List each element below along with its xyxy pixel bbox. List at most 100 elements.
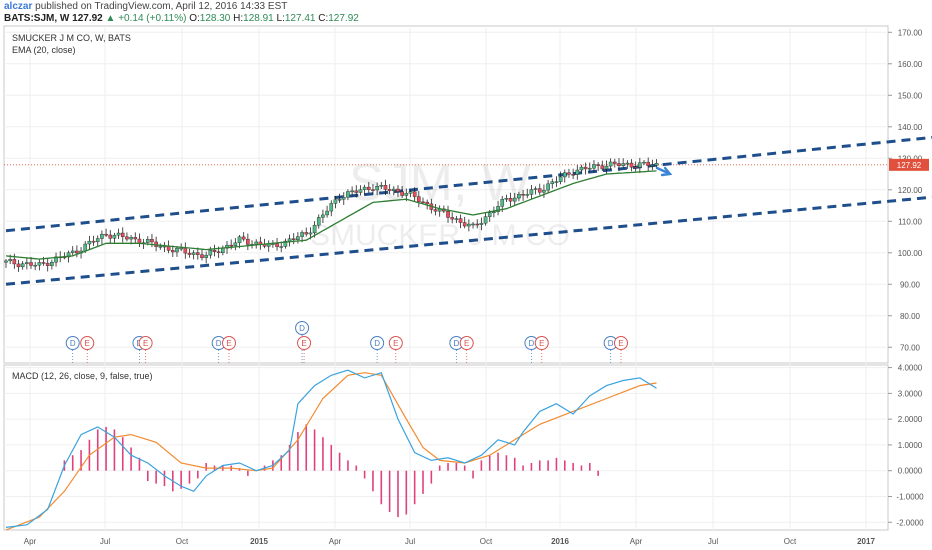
x-tick-label: Apr: [329, 537, 342, 546]
candle-body: [20, 263, 25, 268]
candle-body: [629, 162, 634, 168]
macd-tick-label: 0.0000: [898, 467, 923, 476]
candle-body: [221, 248, 225, 254]
price-tick-label: 80.00: [900, 312, 921, 321]
x-tick-label: 2016: [551, 537, 569, 546]
macd-tick-label: 1.0000: [898, 441, 923, 450]
price-change: +0.14 (+0.11%): [118, 13, 187, 24]
candle-body: [133, 237, 138, 240]
low-label: L:: [276, 13, 285, 24]
price-tick-label: 90.00: [900, 280, 921, 289]
x-tick-label: 2015: [250, 537, 268, 546]
candle-body: [521, 194, 525, 196]
candle-body: [329, 203, 334, 212]
candle-body: [41, 262, 46, 264]
candle-body: [279, 246, 284, 248]
candle-body: [200, 254, 204, 258]
candle-body: [642, 161, 646, 164]
macd-signal-line: [5, 372, 657, 531]
earnings-marker: [459, 336, 474, 350]
candle-body: [179, 247, 183, 250]
candle-body: [371, 189, 375, 191]
earnings-marker-label: E: [85, 339, 90, 348]
series-title[interactable]: SMUCKER J M CO, W, BATS: [12, 33, 131, 43]
macd-tick-label: 4.0000: [898, 364, 923, 373]
candle-body: [312, 224, 317, 234]
candle-body: [350, 190, 354, 193]
candle-body: [304, 232, 309, 235]
candle-body: [412, 191, 417, 197]
candle-body: [229, 244, 233, 247]
candle-body: [467, 223, 471, 227]
candle-body: [183, 247, 188, 254]
candle-body: [170, 250, 175, 253]
candle-body: [529, 189, 534, 195]
candle-body: [125, 236, 129, 240]
candle-body: [500, 198, 505, 207]
candle-body: [625, 162, 630, 165]
x-tick-label: Oct: [784, 537, 797, 546]
candle-body: [508, 198, 513, 202]
earnings-marker: [80, 336, 95, 350]
candle-body: [196, 252, 200, 255]
candle-body: [187, 252, 192, 255]
earnings-marker: [138, 336, 153, 350]
candle-body: [237, 236, 242, 244]
candle-body: [617, 163, 621, 166]
candle-body: [91, 240, 96, 243]
ema-legend[interactable]: EMA (20, close): [12, 45, 76, 55]
candle-body: [321, 214, 325, 218]
earnings-marker: [222, 336, 237, 350]
candle-body: [571, 174, 575, 176]
candle-body: [492, 211, 496, 214]
x-tick-label: Oct: [480, 537, 493, 546]
candle-body: [346, 191, 350, 198]
open-value: 128.30: [199, 13, 231, 24]
candle-body: [8, 259, 12, 262]
macd-tick-label: 2.0000: [898, 415, 923, 424]
candle-body: [483, 216, 488, 224]
price-tick-label: 150.00: [898, 91, 923, 100]
projection-arrowhead-icon: [660, 166, 673, 177]
candle-body: [333, 199, 338, 204]
open-label: O:: [189, 13, 200, 24]
earnings-marker-label: E: [618, 339, 623, 348]
price-tick-label: 120.00: [898, 186, 923, 195]
candle-body: [471, 223, 475, 226]
candle-body: [366, 186, 371, 190]
candle-body: [362, 186, 367, 190]
author-link[interactable]: alczar: [4, 1, 33, 12]
candle-body: [287, 238, 292, 242]
symbol-label: BATS:SJM, W: [4, 13, 70, 24]
candle-body: [337, 199, 342, 201]
candle-body: [583, 166, 588, 170]
candle-body: [504, 198, 509, 200]
candle-body: [283, 240, 288, 247]
candle-body: [87, 240, 92, 245]
channel-lower-line: [5, 195, 932, 286]
candle-body: [517, 194, 521, 199]
candle-body: [596, 164, 600, 166]
candle-body: [550, 181, 555, 185]
candle-body: [383, 184, 388, 190]
price-tick-label: 170.00: [898, 28, 923, 37]
candle-body: [496, 206, 500, 213]
price-tick-label: 140.00: [898, 123, 923, 132]
candle-body: [241, 236, 246, 240]
candle-body: [204, 254, 208, 258]
candle-body: [404, 193, 409, 196]
candle-body: [95, 238, 100, 243]
candle-body: [638, 162, 642, 168]
candle-body: [325, 210, 329, 216]
publish-line: alczar published on TradingView.com, Apr…: [4, 1, 287, 12]
candle-body: [50, 261, 54, 266]
earnings-marker-label: E: [301, 339, 306, 348]
macd-tick-label: -1.0000: [896, 492, 924, 501]
chart-header: alczar published on TradingView.com, Apr…: [0, 0, 932, 28]
candle-body: [575, 169, 580, 175]
candle-body: [558, 176, 563, 182]
candle-body: [175, 247, 179, 253]
candle-body: [354, 190, 359, 193]
macd-legend[interactable]: MACD (12, 26, close, 9, false, true): [12, 371, 153, 381]
